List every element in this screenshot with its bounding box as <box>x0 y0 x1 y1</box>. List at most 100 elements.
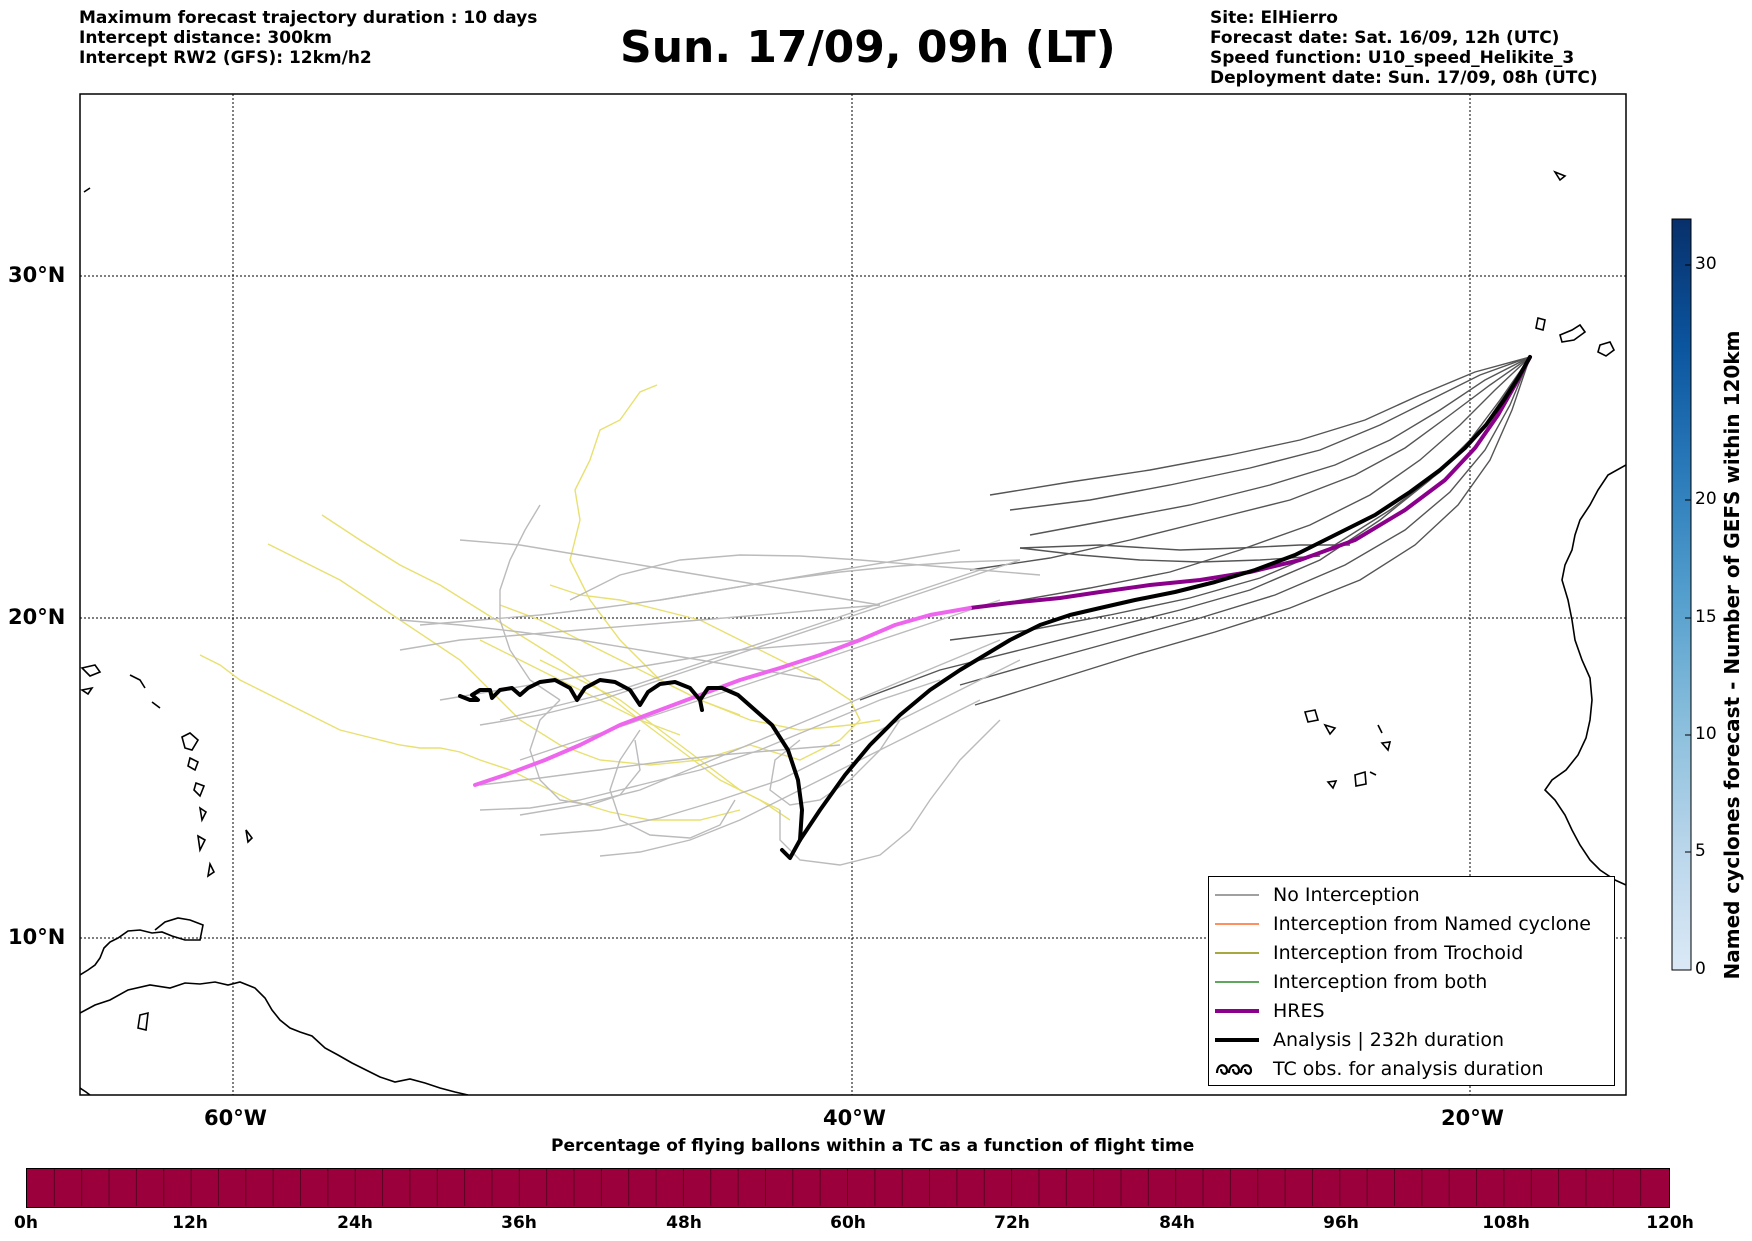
coastline-capeverde-3 <box>1377 724 1383 734</box>
analysis-line <box>780 355 1532 860</box>
colorbar-gradient <box>1671 218 1692 971</box>
no-interception-track <box>1019 547 1321 563</box>
coastline-antilles-2 <box>187 756 200 772</box>
colorbar-tick-20: 20 <box>1695 489 1717 509</box>
legend-item-named-cyclone: Interception from Named cyclone <box>1215 909 1591 938</box>
time-tick-108h: 108h <box>1482 1213 1530 1233</box>
coastline-capeverde-1 <box>1303 709 1320 723</box>
trochoid-track <box>199 654 741 821</box>
coastline-barbados <box>245 829 254 844</box>
lat-tick-20n: 20°N <box>8 605 66 629</box>
no-interception-track <box>659 559 1021 601</box>
legend-item-tc-obs: TC obs. for analysis duration <box>1215 1054 1544 1083</box>
coastline-madeira <box>1553 170 1567 182</box>
trochoid-track <box>549 584 861 741</box>
no-interception-tracks <box>399 356 1531 866</box>
no-interception-track <box>529 699 641 806</box>
colorbar-ticks <box>1685 264 1691 971</box>
no-interception-track <box>399 604 881 651</box>
coastline-antilles-1 <box>181 732 200 751</box>
no-interception-track <box>1009 356 1531 511</box>
cyclone-colorbar <box>1671 218 1692 971</box>
coastline-canaries-2 <box>1559 323 1587 343</box>
no-interception-track <box>479 679 941 811</box>
no-interception-track <box>989 356 1531 496</box>
no-interception-track <box>539 659 1021 836</box>
trochoid-track <box>321 514 791 821</box>
lon-tick-20w: 20°W <box>1441 1106 1504 1130</box>
percentage-bar <box>26 1168 1670 1208</box>
percentage-bar-gridlines <box>53 1169 1642 1206</box>
time-tick-48h: 48h <box>666 1213 702 1233</box>
time-tick-36h: 36h <box>501 1213 537 1233</box>
no-interception-track <box>779 719 1001 866</box>
coastline-south-america <box>80 981 469 1095</box>
coastline-capeverde-4 <box>1380 741 1392 752</box>
info-forecast-date: Forecast date: Sat. 16/09, 12h (UTC) <box>1210 28 1560 48</box>
info-site: Site: ElHierro <box>1210 8 1338 28</box>
colorbar-tick-5: 5 <box>1695 841 1706 861</box>
no-interception-track <box>569 554 1041 601</box>
coastline-africa <box>1543 464 1626 886</box>
time-tick-72h: 72h <box>994 1213 1030 1233</box>
time-tick-12h: 12h <box>172 1213 208 1233</box>
coastline-panama <box>80 1087 91 1095</box>
info-intercept-rw2: Intercept RW2 (GFS): 12km/h2 <box>79 48 372 68</box>
info-intercept-distance: Intercept distance: 300km <box>79 28 332 48</box>
legend-item-both: Interception from both <box>1215 967 1487 996</box>
time-tick-24h: 24h <box>337 1213 373 1233</box>
header-info-left: Maximum forecast trajectory duration : 1… <box>79 8 537 68</box>
info-deployment-date: Deployment date: Sun. 17/09, 08h (UTC) <box>1210 68 1598 88</box>
legend-label: Analysis | 232h duration <box>1273 1028 1505 1051</box>
legend-label: HRES <box>1273 999 1325 1022</box>
no-interception-track <box>974 356 1531 706</box>
map-legend: No Interception Interception from Named … <box>1208 876 1615 1086</box>
legend-item-analysis: Analysis | 232h duration <box>1215 1025 1504 1054</box>
legend-label: Interception from Named cyclone <box>1273 912 1591 935</box>
no-interception-track <box>1009 356 1531 603</box>
legend-item-hres: HRES <box>1215 996 1325 1025</box>
no-interception-track <box>479 559 1021 726</box>
colorbar-tick-30: 30 <box>1695 254 1717 274</box>
coastline-capeverde-5 <box>1326 780 1338 790</box>
colorbar-tick-0: 0 <box>1695 959 1706 979</box>
percentage-bar-title: Percentage of flying ballons within a TC… <box>551 1136 1195 1156</box>
trochoid-track <box>479 639 681 736</box>
no-interception-track <box>859 356 1531 701</box>
coastline-antilles-6 <box>206 861 216 878</box>
coastline-trinidad <box>137 1011 149 1031</box>
legend-item-trochoid: Interception from Trochoid <box>1215 938 1523 967</box>
no-interception-track <box>609 729 736 839</box>
trochoid-track <box>539 659 781 811</box>
time-tick-0h: 0h <box>14 1213 38 1233</box>
trochoid-track <box>267 543 841 766</box>
tc-loops-icon <box>1215 1063 1253 1075</box>
legend-label: TC obs. for analysis duration <box>1273 1057 1544 1080</box>
coastline-canaries-3 <box>1597 341 1616 357</box>
coastline-caribbean-1 <box>80 664 102 677</box>
colorbar-label: Named cyclones forecast - Number of GEFS… <box>1720 330 1744 980</box>
no-interception-track <box>769 719 901 806</box>
no-interception-track <box>969 356 1531 571</box>
coastline-caribbean-3 <box>129 674 146 689</box>
coastline-antilles-5 <box>196 834 207 853</box>
no-interception-track <box>519 639 1001 816</box>
analysis-loops <box>458 678 804 842</box>
coastline-antilles-3 <box>193 781 206 798</box>
lon-tick-40w: 40°W <box>823 1106 886 1130</box>
coastline-capeverde-6 <box>1354 770 1367 787</box>
coastline-bermuda <box>83 187 91 193</box>
no-interception-track <box>1019 544 1350 551</box>
colorbar-tick-15: 15 <box>1695 607 1717 627</box>
coastlines <box>80 170 1626 1095</box>
lat-tick-10n: 10°N <box>8 925 66 949</box>
hres-line-magenta <box>968 355 1532 610</box>
no-interception-track <box>399 619 821 681</box>
map-frame <box>79 93 1627 1096</box>
time-tick-84h: 84h <box>1159 1213 1195 1233</box>
no-interception-track <box>599 699 981 857</box>
coastline-venezuela <box>80 917 204 976</box>
coastline-antilles-4 <box>198 806 208 823</box>
info-speed-function: Speed function: U10_speed_Helikite_3 <box>1210 48 1575 68</box>
no-interception-track <box>479 744 841 786</box>
